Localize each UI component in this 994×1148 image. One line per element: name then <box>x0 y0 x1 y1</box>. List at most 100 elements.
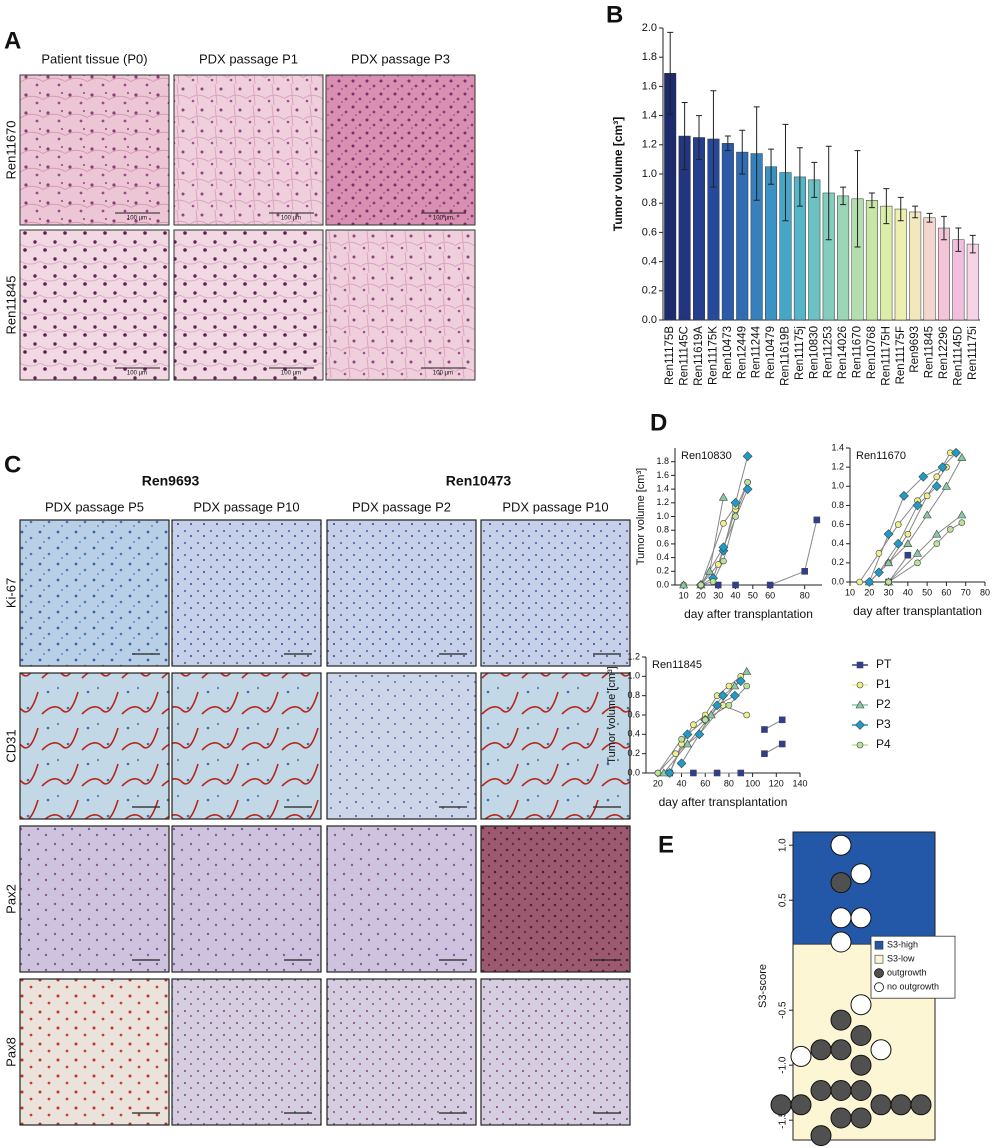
series-line <box>718 519 818 586</box>
x-tick-label: 50 <box>748 590 758 600</box>
histology-image <box>19 978 170 1126</box>
y-tick-label: 1.4 <box>656 483 669 493</box>
data-point <box>743 682 750 690</box>
data-point <box>654 769 662 777</box>
y-tick-label: 0.4 <box>656 552 669 562</box>
data-point <box>957 452 967 461</box>
data-point <box>732 513 739 520</box>
legend-box <box>870 935 956 999</box>
legend-label: S3-high <box>887 940 918 950</box>
data-point <box>875 549 883 557</box>
data-point <box>890 1094 912 1116</box>
x-tick-label: Ren11175i <box>967 326 979 380</box>
x-tick-label: Ren11175B <box>664 326 676 385</box>
data-point <box>801 567 809 575</box>
legend-label: P4 <box>876 737 891 751</box>
data-point <box>813 516 821 524</box>
data-point <box>885 578 892 586</box>
data-point <box>713 769 721 777</box>
x-tick-label: 80 <box>800 590 810 600</box>
data-point <box>912 500 923 511</box>
column-header: Patient tissue (P0) <box>41 51 147 66</box>
error-bar <box>912 205 919 219</box>
data-point <box>914 559 921 567</box>
y-tick-label: 0.0 <box>627 767 640 777</box>
row-label: Ki-67 <box>3 578 18 608</box>
y-tick-label: 1.2 <box>656 497 669 507</box>
y-tick-label: 0.2 <box>627 748 640 758</box>
data-point <box>941 481 951 490</box>
error-bar <box>883 188 890 225</box>
data-point <box>856 661 864 669</box>
y-tick-label: -1.5 <box>778 1111 789 1129</box>
legend-label: P1 <box>876 677 891 691</box>
y-tick-label: 1.2 <box>642 139 657 151</box>
y-tick-label: 0.5 <box>778 893 789 907</box>
x-tick-label: Ren9693 <box>909 326 921 373</box>
data-point <box>904 530 912 538</box>
data-point <box>761 726 768 733</box>
y-tick-label: 2.0 <box>642 22 657 34</box>
x-axis-title: day after transplantation <box>853 604 982 618</box>
bar <box>808 179 821 321</box>
x-tick-label: Ren11145D <box>952 326 964 386</box>
error-bar <box>667 31 674 115</box>
data-point <box>884 558 894 567</box>
y-tick-label: 0.6 <box>656 538 669 548</box>
scale-bar-label: 100 µm <box>281 371 301 377</box>
column-header: PDX passage P1 <box>199 51 298 66</box>
y-tick-label: 0.2 <box>642 285 657 297</box>
x-tick-label: 60 <box>700 778 710 788</box>
x-tick-label: 10 <box>679 590 689 600</box>
x-tick-label: 60 <box>941 587 951 597</box>
data-point <box>830 1107 852 1129</box>
x-tick-label: Ren10473 <box>722 326 734 379</box>
data-point <box>883 529 894 540</box>
row-label: Pax2 <box>3 884 18 914</box>
column-header: PDX passage P2 <box>352 499 451 514</box>
series-line <box>859 452 951 583</box>
legend-swatch <box>874 954 884 964</box>
y-axis-title: Tumor volume [cm³] <box>635 468 647 565</box>
data-point <box>910 1094 932 1116</box>
row-label: Pax8 <box>3 1037 18 1067</box>
error-bar <box>969 234 976 254</box>
x-tick-label: Ren11619B <box>780 326 792 386</box>
y-axis-title: Tumor volume [cm³] <box>606 666 618 763</box>
bar <box>894 208 907 321</box>
error-bar <box>955 227 962 252</box>
y-tick-label: 0.6 <box>642 226 657 238</box>
chart-title: Ren11845 <box>652 659 702 671</box>
data-point <box>676 758 687 769</box>
histology-image <box>325 229 476 381</box>
data-point <box>679 580 689 589</box>
data-point <box>932 529 942 538</box>
histology-image <box>19 229 170 381</box>
data-point <box>923 492 931 500</box>
legend-label: S3-low <box>887 954 915 964</box>
data-point <box>766 581 774 589</box>
histology-image <box>480 825 631 973</box>
histology-image <box>326 519 477 667</box>
data-point <box>672 750 679 757</box>
y-tick-label: 1.4 <box>642 110 657 122</box>
panel-letter: A <box>4 27 21 54</box>
x-tick-label: 20 <box>864 587 874 597</box>
error-bar <box>696 115 703 160</box>
x-tick-label: 20 <box>653 778 663 788</box>
x-tick-label: Ren11619A <box>693 326 705 386</box>
data-point <box>720 557 727 565</box>
error-bar <box>825 145 832 241</box>
x-tick-label: 40 <box>731 590 741 600</box>
data-point <box>743 711 750 719</box>
histology-image <box>173 229 324 381</box>
chart-title: Ren10830 <box>681 450 732 462</box>
y-tick-label: 0.8 <box>656 525 669 535</box>
histology-image <box>19 672 170 820</box>
data-point <box>855 700 865 709</box>
histology-image <box>480 978 631 1126</box>
data-point <box>714 561 722 568</box>
x-tick-label: Ren10479 <box>765 326 777 379</box>
data-point <box>718 690 728 701</box>
scale-bar-label: 100 µm <box>127 371 147 377</box>
